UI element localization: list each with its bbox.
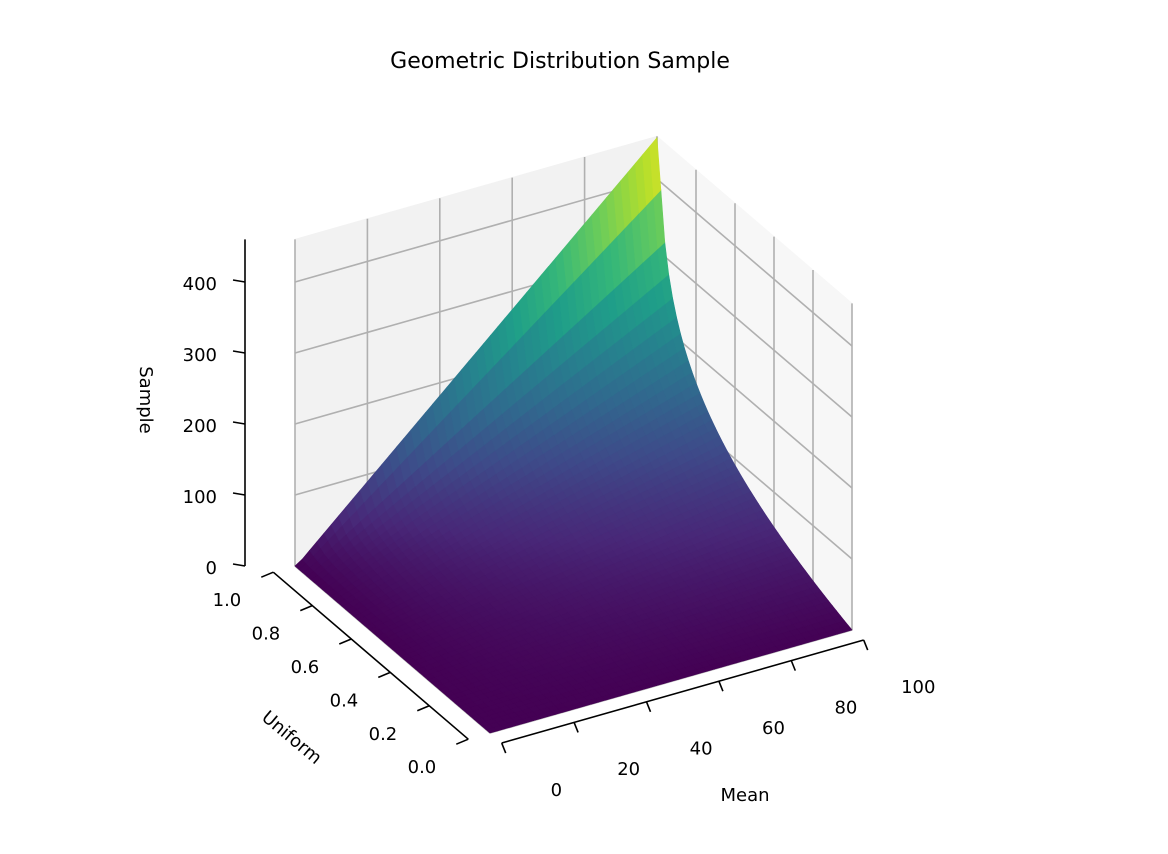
x-tick-mark [862, 639, 869, 651]
y-tick-label: 0.4 [330, 690, 359, 711]
grid-line-z-side [656, 249, 853, 418]
x-tick-mark [790, 660, 797, 671]
x-tick-mark [718, 680, 724, 692]
x-tick-mark [500, 742, 507, 754]
z-tick-label: 300 [183, 345, 217, 366]
z-tick-label: 200 [183, 416, 217, 437]
x-tick-label: 100 [901, 677, 935, 698]
axes: 0 20 40 60 80 100 0.0 0.2 0.4 0.6 0.8 1.0 0 100 200 300… [183, 239, 935, 801]
y-tick-mark [299, 604, 313, 612]
y-tick-label: 0.0 [408, 757, 437, 778]
grid-line-z-back [294, 178, 658, 283]
surface-plot [294, 136, 853, 734]
z-tick-mark [232, 492, 246, 496]
grid-line-z-side [656, 320, 853, 489]
z-tick-mark [232, 421, 246, 425]
y-axis-line [272, 571, 469, 740]
z-axis-label: Sample [135, 366, 156, 434]
grid-line-z-side [656, 178, 853, 347]
x-tick-mark [573, 722, 579, 733]
chart-title: Geometric Distribution Sample [390, 49, 730, 74]
y-tick-label: 0.8 [252, 624, 281, 645]
z-tick-mark [232, 279, 246, 283]
y-tick-mark [416, 705, 430, 712]
y-tick-mark [338, 638, 352, 645]
y-axis-label: Uniform [257, 707, 325, 769]
z-tick-label: 100 [183, 487, 217, 508]
y-tick-label: 0.2 [369, 724, 398, 745]
y-tick-label: 0.6 [291, 657, 320, 678]
y-tick-mark [455, 738, 469, 745]
x-axis-label: Mean [720, 785, 769, 806]
x-tick-mark [645, 701, 652, 713]
y-tick-mark [260, 571, 274, 578]
z-tick-label: 400 [183, 274, 217, 295]
z-tick-label: 0 [206, 558, 217, 579]
x-tick-label: 40 [690, 739, 713, 760]
x-tick-label: 80 [834, 697, 857, 718]
surface-patch [649, 136, 662, 199]
x-tick-label: 20 [617, 759, 640, 780]
z-tick-mark [232, 350, 246, 354]
z-tick-mark [232, 563, 246, 567]
x-axis-line [501, 639, 864, 744]
x-tick-label: 0 [551, 780, 562, 801]
x-tick-label: 60 [762, 718, 785, 739]
y-tick-label: 1.0 [213, 590, 242, 611]
y-tick-mark [377, 671, 391, 679]
